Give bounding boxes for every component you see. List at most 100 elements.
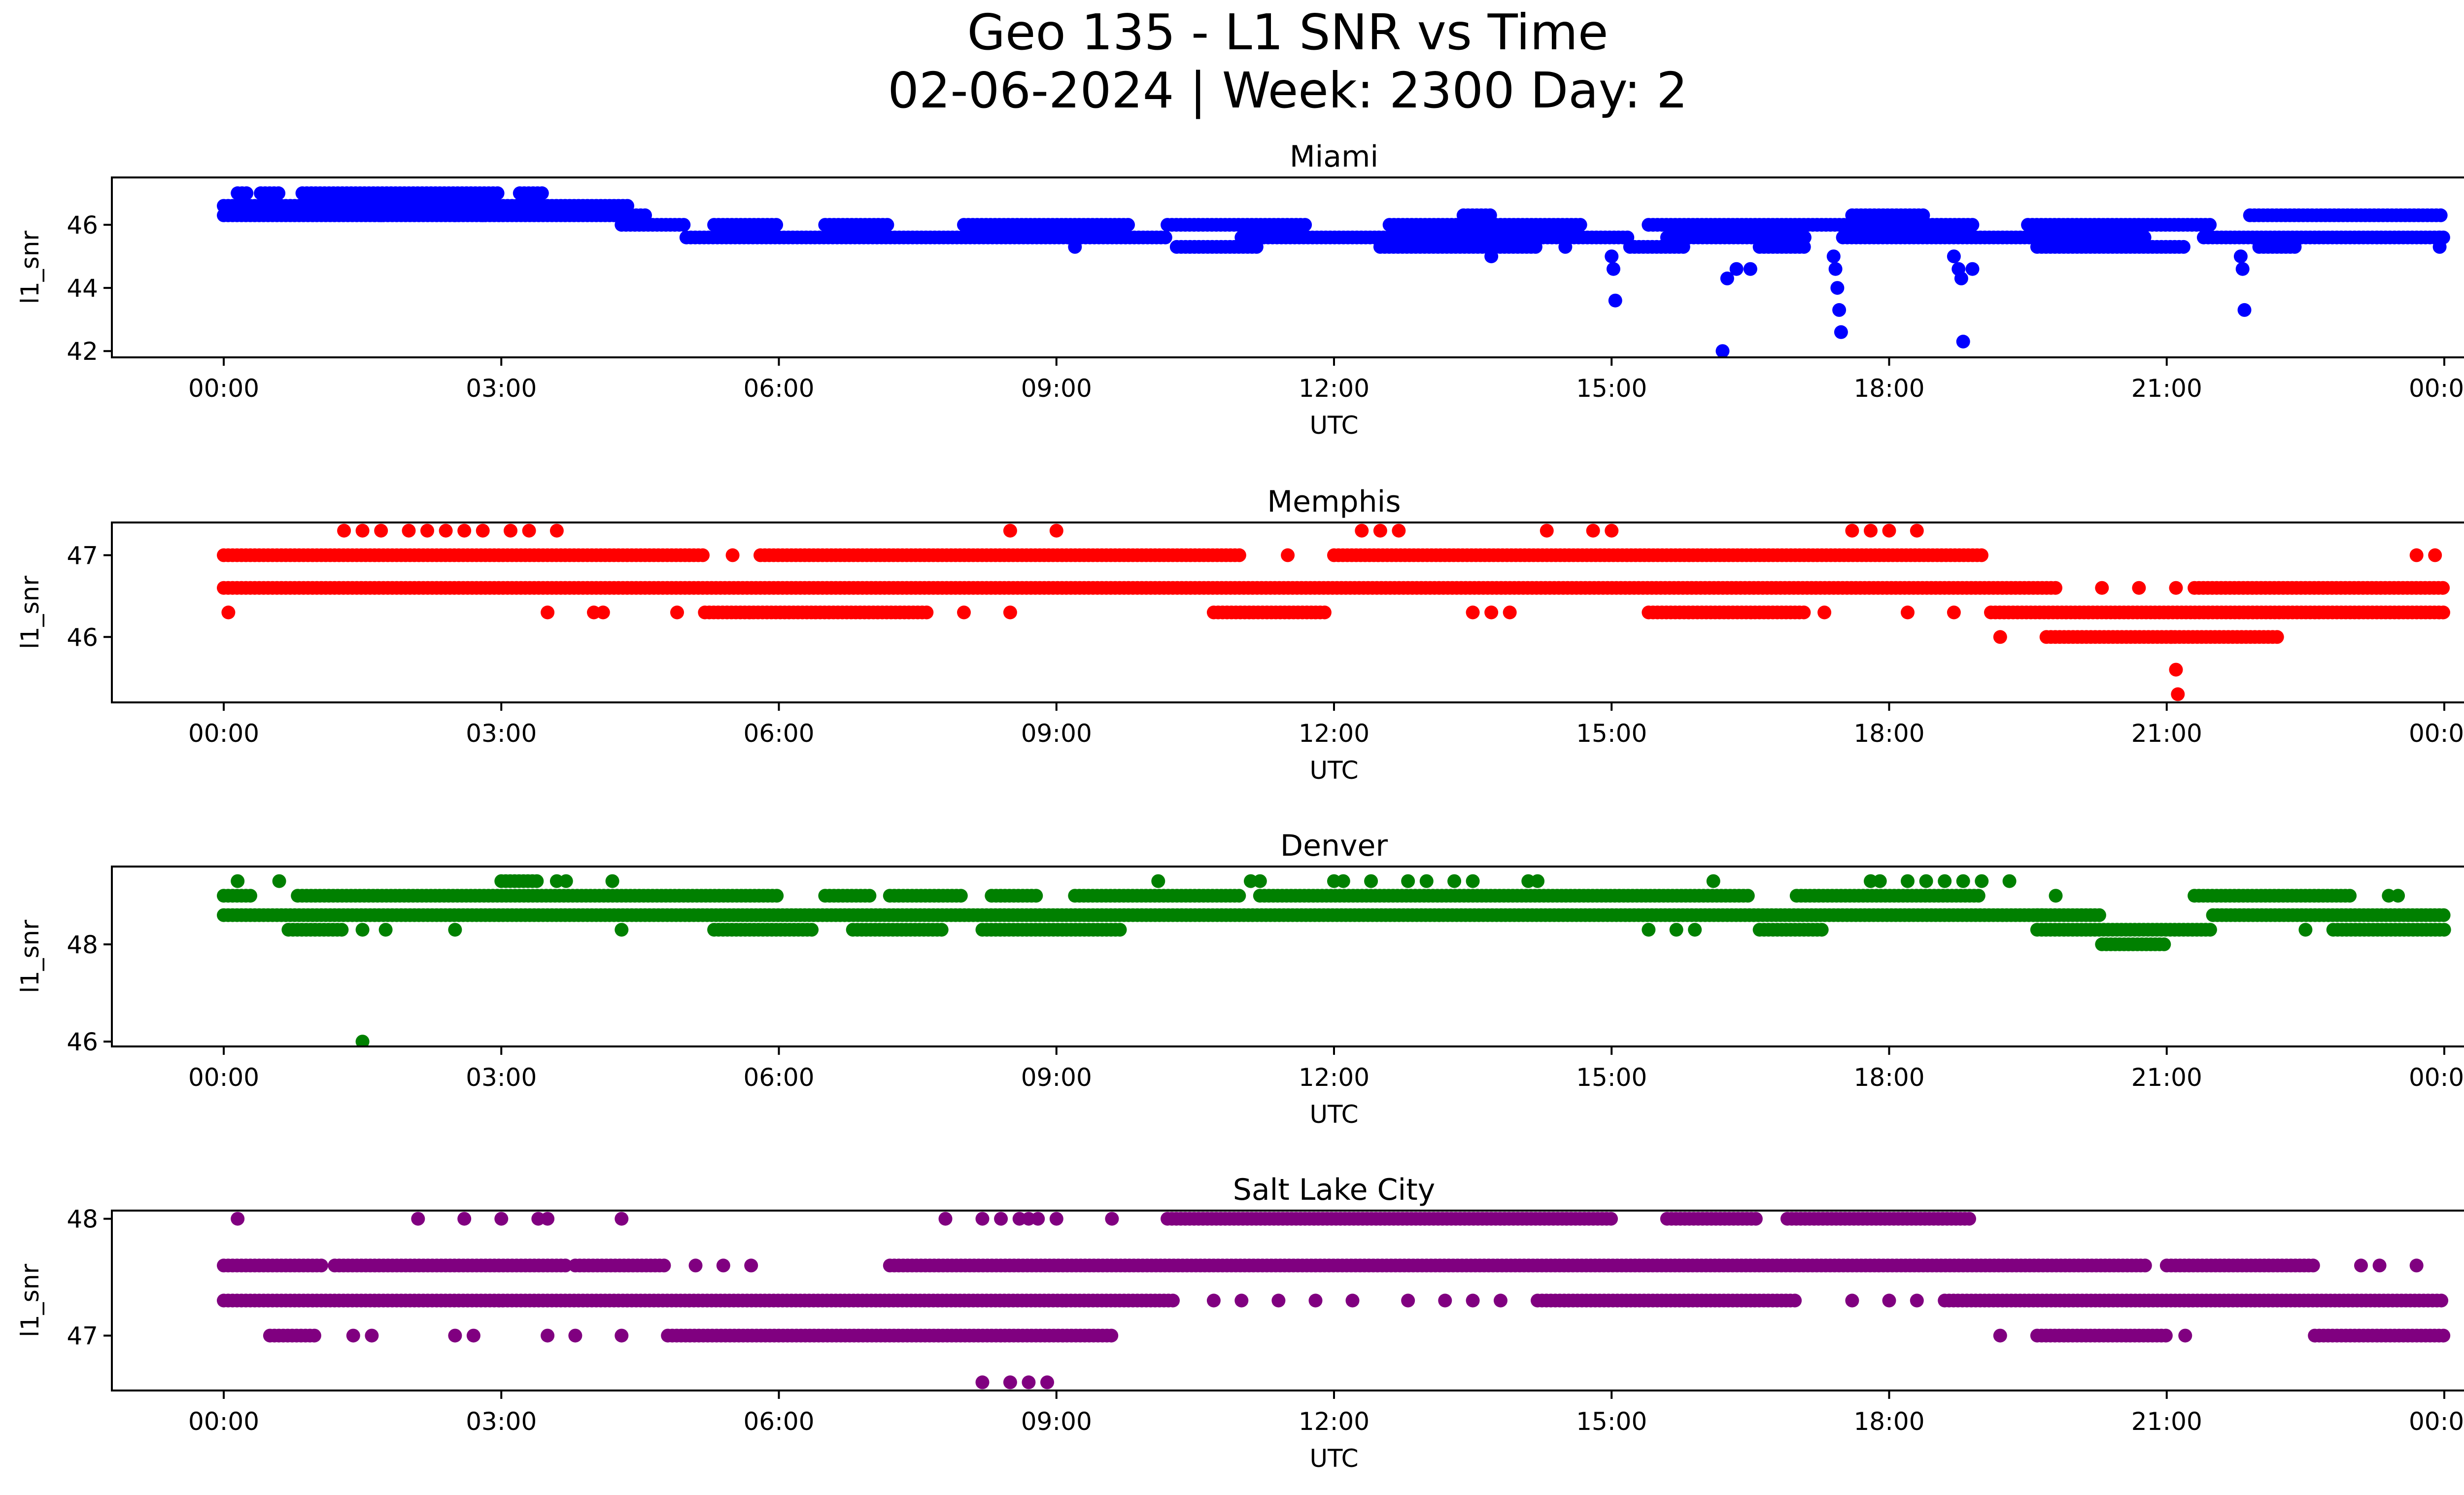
data-point: [2436, 581, 2450, 595]
x-tick-label: 15:00: [1576, 1407, 1647, 1436]
x-tick-label: 18:00: [1853, 1063, 1924, 1092]
data-point: [490, 186, 505, 200]
data-point: [541, 1328, 555, 1343]
y-axis-label: l1_snr: [16, 920, 44, 993]
data-point: [975, 1375, 990, 1390]
data-point: [1797, 240, 1811, 254]
data-point: [1828, 262, 1843, 276]
data-point: [1947, 605, 1961, 620]
data-point: [1104, 1328, 1119, 1343]
data-point: [448, 923, 462, 937]
data-point: [2164, 630, 2179, 644]
data-point: [1729, 262, 1744, 276]
data-point: [2235, 262, 2250, 276]
x-tick-label: 18:00: [1853, 1407, 1924, 1436]
data-point: [314, 1258, 328, 1273]
data-point: [231, 1212, 245, 1226]
data-point: [243, 889, 257, 903]
data-point: [1748, 1212, 1763, 1226]
data-point: [272, 874, 286, 888]
x-tick-label: 12:00: [1299, 1407, 1369, 1436]
data-point: [1031, 1212, 1045, 1226]
data-point: [2306, 1258, 2320, 1273]
data-point: [938, 1212, 953, 1226]
y-tick-label: 47: [67, 1322, 98, 1351]
x-tick-label: 12:00: [1299, 1063, 1369, 1092]
data-point: [880, 218, 894, 232]
data-point: [1832, 303, 1847, 317]
data-point: [1608, 293, 1622, 308]
y-tick-label: 46: [67, 1028, 98, 1056]
data-point: [2176, 240, 2190, 254]
data-point: [1993, 630, 2007, 644]
data-point: [448, 1328, 462, 1343]
data-points: [217, 186, 2450, 357]
data-points: [217, 1212, 2451, 1390]
x-tick-label: 06:00: [743, 1407, 814, 1436]
data-point: [1121, 218, 1135, 232]
x-tick-label: 15:00: [1576, 374, 1647, 403]
data-point: [605, 874, 619, 888]
data-point: [1298, 218, 1312, 232]
data-point: [2132, 581, 2146, 595]
data-point: [2157, 937, 2171, 951]
y-axis-label: l1_snr: [16, 576, 44, 649]
data-point: [1586, 523, 1600, 538]
x-tick-label: 12:00: [1299, 374, 1369, 403]
data-point: [2138, 1258, 2152, 1273]
data-point: [770, 889, 784, 903]
data-point: [716, 1258, 730, 1273]
data-point: [1029, 889, 1043, 903]
data-point: [1715, 344, 1730, 357]
data-point: [439, 523, 453, 538]
x-tick-label: 00:00: [2409, 374, 2464, 403]
data-point: [272, 186, 286, 200]
y-axis-label: l1_snr: [16, 1264, 44, 1337]
data-point: [1814, 923, 1829, 937]
data-point: [374, 208, 388, 222]
data-point: [975, 1212, 990, 1226]
data-point: [240, 186, 254, 200]
data-point: [402, 523, 416, 538]
data-point: [657, 1258, 671, 1273]
data-point: [1817, 605, 1832, 620]
data-point: [1494, 1293, 1507, 1308]
data-point: [1113, 923, 1127, 937]
data-point: [2169, 581, 2183, 595]
data-point: [1788, 1293, 1802, 1308]
data-point: [1249, 240, 1264, 254]
data-point: [1232, 889, 1246, 903]
data-point: [1003, 605, 1017, 620]
data-point: [1975, 548, 1988, 562]
data-point: [1901, 605, 1915, 620]
data-point: [2433, 208, 2448, 222]
data-point: [1484, 605, 1499, 620]
data-point: [670, 605, 684, 620]
data-point: [1345, 1293, 1360, 1308]
data-point: [1151, 874, 1165, 888]
x-tick-label: 03:00: [466, 374, 537, 403]
data-point: [559, 874, 573, 888]
data-point: [1873, 874, 1887, 888]
data-point: [1317, 605, 1332, 620]
data-point: [1558, 240, 1573, 254]
data-point: [2298, 923, 2313, 937]
data-points: [217, 523, 2450, 701]
data-point: [696, 548, 710, 562]
x-axis-label: UTC: [1309, 756, 1358, 785]
data-point: [411, 1212, 425, 1226]
data-point: [355, 1035, 370, 1046]
data-point: [1483, 208, 1497, 222]
data-point: [1040, 1375, 1054, 1390]
data-point: [1864, 523, 1878, 538]
data-point: [1971, 889, 1985, 903]
subplot-title: Salt Lake City: [1233, 1173, 1436, 1207]
data-point: [1022, 1375, 1036, 1390]
y-tick-label: 46: [67, 211, 98, 240]
data-point: [457, 523, 472, 538]
data-point: [744, 1258, 758, 1273]
data-point: [1166, 1293, 1180, 1308]
data-point: [1688, 923, 1702, 937]
data-point: [1743, 262, 1757, 276]
